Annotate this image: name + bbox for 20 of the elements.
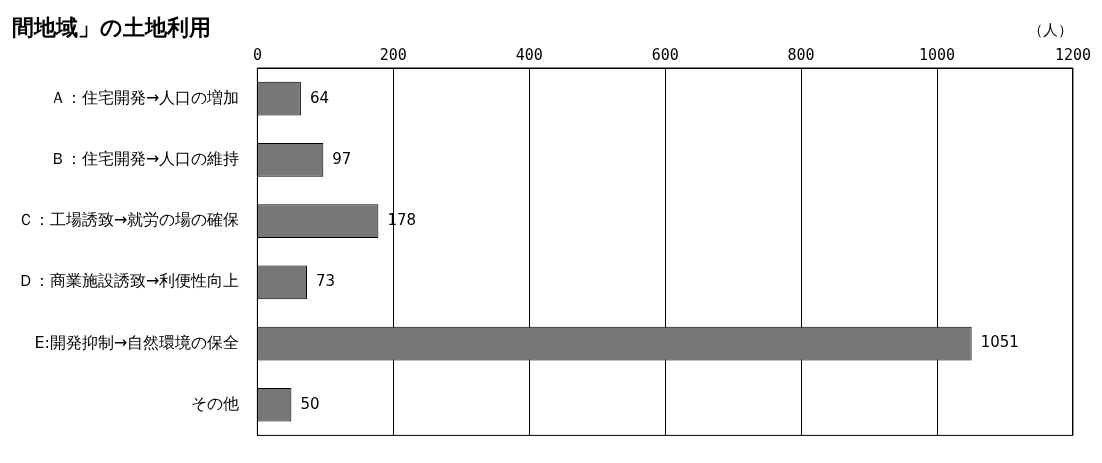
data-label: 50	[300, 394, 320, 413]
y-tick-label: その他	[191, 393, 240, 413]
x-tick-label: 200	[379, 45, 407, 64]
x-tick-label: 1200	[1054, 45, 1091, 64]
y-tick-label: E:開発抑制→自然環境の保全	[34, 332, 240, 352]
y-tick-label: Ａ：住宅開発→人口の増加	[50, 87, 240, 107]
data-label: 73	[316, 272, 336, 291]
y-tick-label: Ｃ：工場誘致→就労の場の確保	[18, 210, 240, 230]
x-tick-label: 0	[252, 45, 262, 64]
data-label: 97	[332, 149, 352, 168]
y-tick-label: Ｂ：住宅開発→人口の維持	[50, 149, 240, 169]
x-axis-title: （人）	[1027, 20, 1073, 39]
y-tick-label: Ｄ：商業施設誘致→利便性向上	[18, 271, 240, 291]
chart-title: 間地域」の土地利用	[12, 14, 211, 40]
x-tick-label: 400	[515, 45, 543, 64]
x-tick-label: 800	[787, 45, 815, 64]
data-label: 64	[309, 88, 329, 107]
x-tick-label: 1000	[918, 45, 956, 64]
data-label: 1051	[980, 333, 1019, 352]
x-tick-label: 600	[651, 45, 679, 64]
